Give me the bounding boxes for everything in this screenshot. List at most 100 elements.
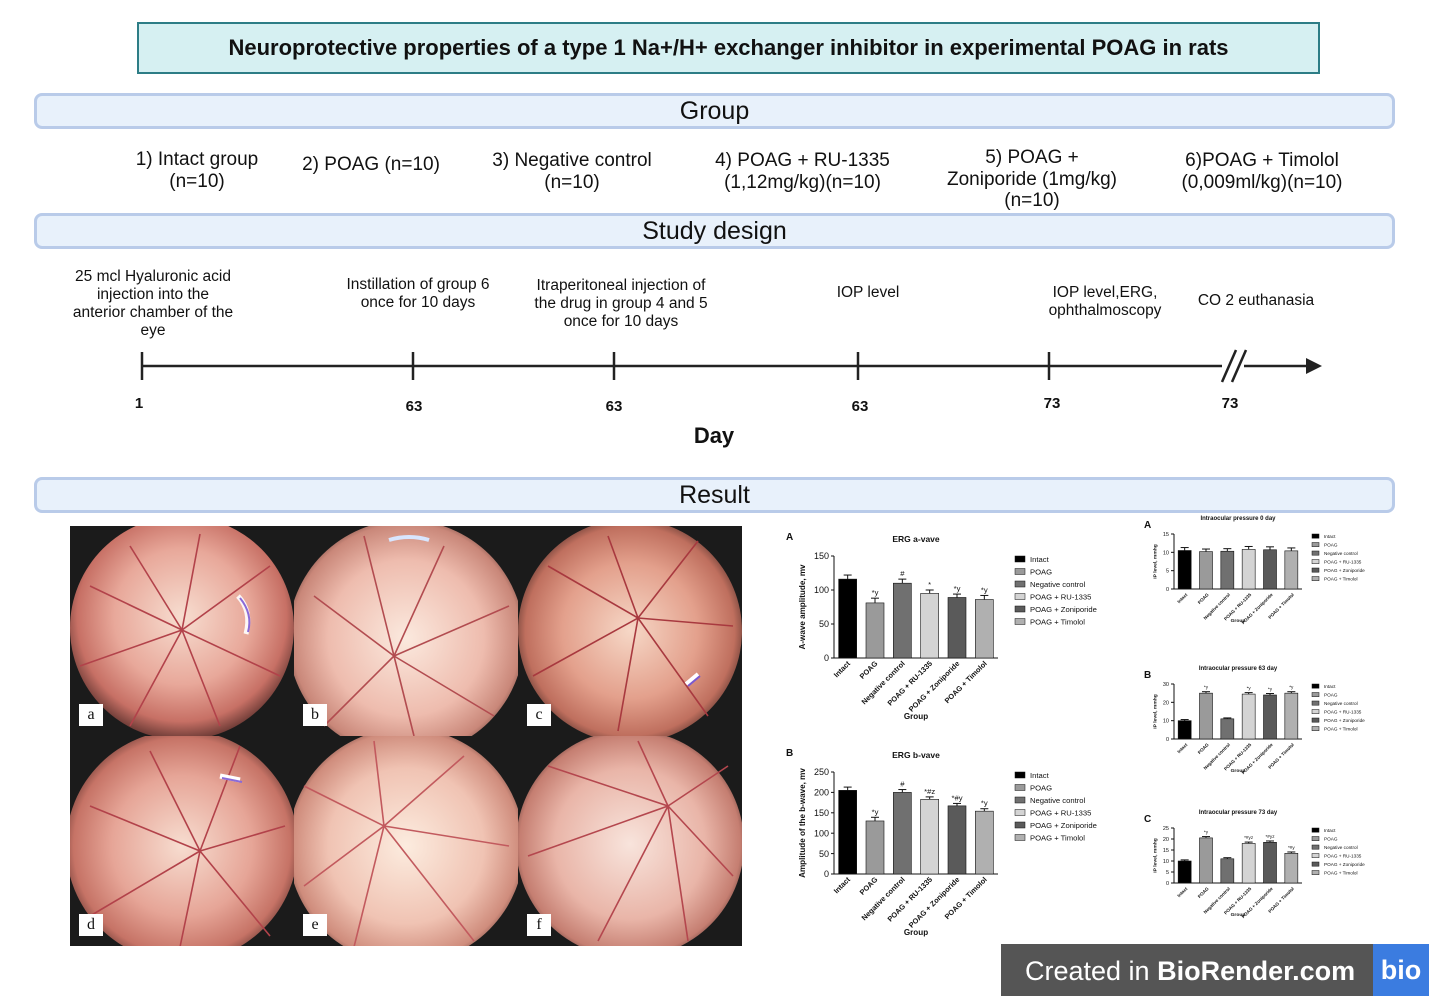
- y-tick-label: 50: [819, 849, 829, 859]
- legend-swatch: [1014, 809, 1026, 816]
- step-text-line: Itraperitoneal injection of: [536, 277, 706, 294]
- legend-swatch: [1311, 700, 1320, 706]
- x-tick-label: Intact: [1176, 592, 1188, 604]
- group-item-6: 6)POAG + Timolol (0,009ml/kg)(n=10): [1162, 150, 1362, 194]
- legend-label: Intact: [1324, 534, 1336, 539]
- legend-swatch: [1311, 827, 1320, 833]
- group-item-line: Zoniporide (1mg/kg): [946, 169, 1118, 190]
- legend-swatch: [1014, 605, 1026, 613]
- group-item-line: 2) POAG (n=10): [302, 154, 440, 175]
- y-tick-label: 20: [1163, 837, 1169, 843]
- group-item-line: (n=10): [544, 172, 600, 193]
- chart-panel-label: C: [1144, 814, 1151, 825]
- timeline-day-label: 73: [1043, 395, 1061, 412]
- bar: [1284, 852, 1299, 884]
- legend-label: Intact: [1324, 684, 1336, 689]
- biorender-watermark[interactable]: Created in BioRender.com bio: [1001, 944, 1429, 996]
- bar: [1199, 837, 1213, 884]
- legend-label: POAG: [1324, 693, 1338, 698]
- y-tick-label: 250: [814, 767, 829, 777]
- legend-label: POAG + Timolol: [1030, 834, 1085, 843]
- bar: [1263, 694, 1277, 740]
- significance-label: #: [900, 780, 905, 789]
- bar: [1284, 692, 1299, 740]
- y-tick-label: 5: [1166, 870, 1169, 876]
- x-axis-label: Group: [904, 928, 928, 937]
- y-axis-label: Amplitude of the b-wave, mv: [798, 768, 807, 878]
- bar: [1220, 718, 1235, 740]
- step-text-line: 25 mcl Hyaluronic acid: [75, 268, 231, 285]
- significance-label: *y: [1204, 830, 1209, 835]
- timeline-day-label: 1: [134, 395, 144, 412]
- step-text-line: the drug in group 4 and 5: [534, 295, 708, 312]
- y-axis-label: IP level, mmhg: [1152, 544, 1158, 579]
- step-text-line: once for 10 days: [360, 294, 476, 311]
- legend-swatch: [1311, 559, 1320, 564]
- page-title: Neuroprotective properties of a type 1 N…: [137, 22, 1320, 74]
- timeline-axis: [140, 349, 1322, 383]
- x-tick-label: POAG: [1197, 742, 1210, 755]
- legend-label: POAG: [1324, 837, 1338, 842]
- legend-label: POAG + Zoniporide: [1030, 821, 1097, 830]
- legend-swatch: [1311, 542, 1320, 547]
- legend-swatch: [1014, 834, 1026, 841]
- x-tick-label: Intact: [832, 875, 853, 896]
- biorender-logo-icon: bio: [1373, 944, 1429, 996]
- chart-title: ERG a-vave: [892, 534, 940, 544]
- step-text-line: anterior chamber of the: [72, 304, 234, 321]
- legend-label: POAG: [1030, 784, 1052, 793]
- bar: [1220, 858, 1235, 884]
- group-item-4: 4) POAG + RU-1335 (1,12mg/kg)(n=10): [705, 150, 900, 194]
- photo-label-c: c: [527, 704, 551, 726]
- legend-label: POAG: [1324, 543, 1338, 548]
- legend-label: Negative control: [1030, 796, 1086, 805]
- legend-swatch: [1014, 618, 1026, 625]
- legend-swatch: [1311, 709, 1320, 714]
- legend-label: POAG + RU-1335: [1030, 593, 1091, 602]
- bar: [1263, 841, 1277, 884]
- bar: [1284, 550, 1299, 590]
- iop-day-73-chart: C Intraocular pressure 73 day 0 5 10 15 20 25 IP…: [1144, 810, 1365, 919]
- watermark-prefix: Created in: [1025, 956, 1158, 986]
- group-item-line: 1) Intact group: [135, 149, 259, 170]
- timeline-break-mark: [1220, 349, 1238, 383]
- legend-label: Negative control: [1324, 551, 1358, 556]
- x-tick-label: Intact: [1176, 886, 1188, 898]
- legend-label: Negative control: [1324, 845, 1358, 850]
- y-axis-label: IP level, mmhg: [1152, 694, 1158, 729]
- significance-label: *y: [981, 585, 988, 594]
- bar: [1241, 693, 1256, 740]
- significance-label: *y: [872, 807, 879, 816]
- x-axis-label: Group: [1231, 768, 1246, 774]
- step-text-line: Instillation of group 6: [346, 276, 490, 293]
- y-tick-label: 100: [814, 828, 829, 838]
- timeline-step-4-text: IOP level: [808, 284, 928, 302]
- significance-label: *y: [954, 584, 961, 593]
- significance-label: *y: [1247, 686, 1252, 691]
- x-tick-label: POAG: [858, 659, 880, 681]
- legend-swatch: [1311, 717, 1320, 723]
- y-tick-label: 0: [1166, 587, 1169, 593]
- legend-label: POAG + Timolol: [1324, 727, 1358, 732]
- y-tick-label: 10: [1163, 550, 1169, 556]
- y-tick-label: 10: [1163, 719, 1169, 725]
- legend-swatch: [1014, 568, 1026, 575]
- step-text-line: injection into the: [96, 286, 210, 303]
- y-tick-label: 0: [824, 869, 829, 879]
- legend-swatch: [1311, 844, 1320, 850]
- legend-swatch: [1014, 580, 1026, 588]
- x-axis-label: Group: [1231, 618, 1246, 624]
- legend-swatch: [1014, 821, 1026, 829]
- legend-label: Negative control: [1324, 701, 1358, 706]
- legend-label: POAG + Zoniporide: [1324, 568, 1365, 573]
- legend-label: POAG + Zoniporide: [1324, 862, 1365, 867]
- x-tick-label: POAG: [858, 875, 880, 897]
- bar: [865, 820, 885, 875]
- significance-label: *#z: [924, 787, 935, 796]
- y-tick-label: 150: [814, 551, 829, 561]
- legend-swatch: [1311, 576, 1320, 581]
- x-axis-label: Group: [1231, 912, 1246, 918]
- y-tick-label: 10: [1163, 859, 1169, 865]
- bar: [975, 599, 994, 659]
- bar: [865, 602, 885, 659]
